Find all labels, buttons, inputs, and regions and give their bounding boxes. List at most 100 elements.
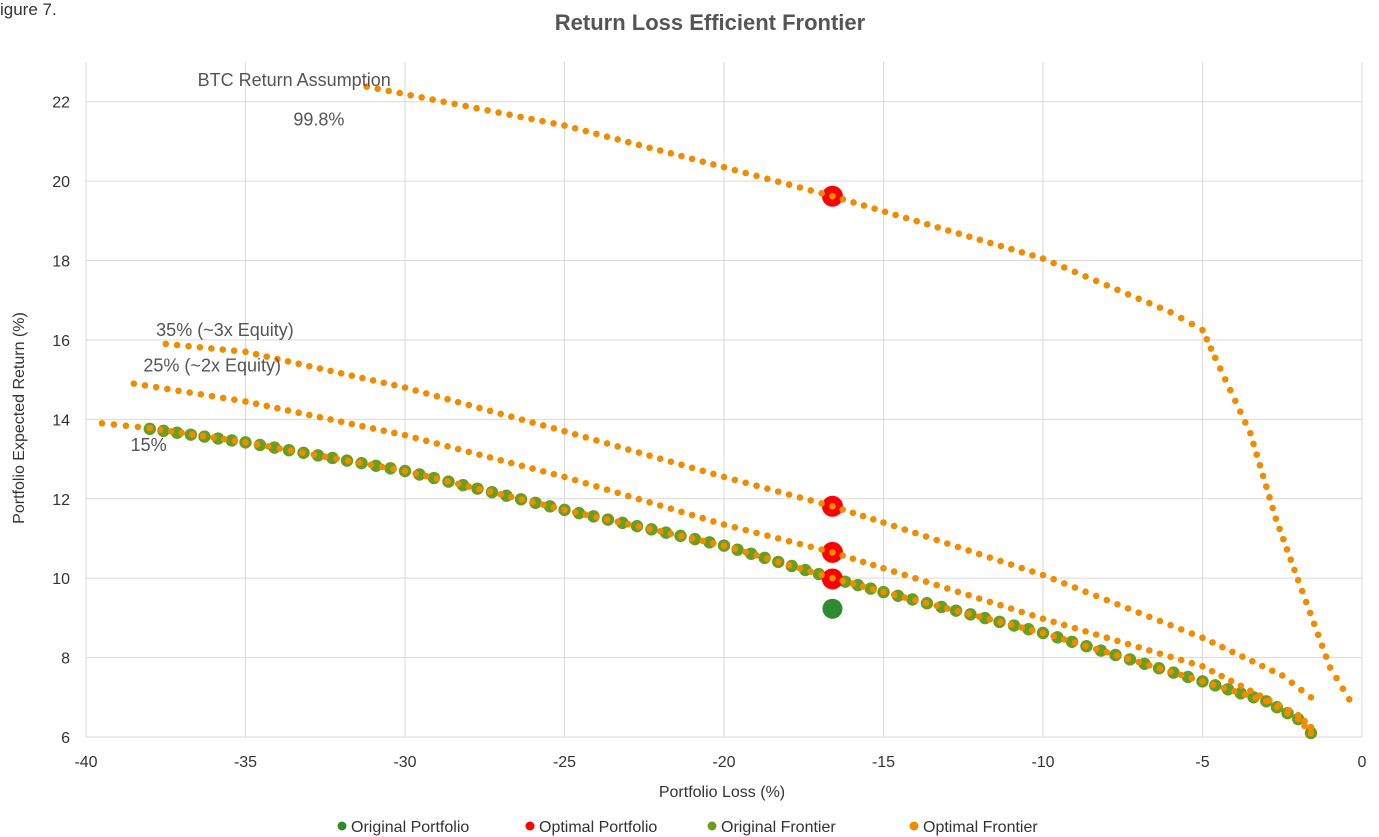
optimal-frontier-point [571, 476, 579, 484]
optimal-frontier-point [333, 455, 340, 463]
optimal-frontier-point [529, 465, 536, 472]
optimal-frontier-point [451, 100, 458, 108]
optimal-frontier-point [1050, 618, 1057, 626]
optimal-frontier-point [1060, 264, 1068, 271]
legend-item[interactable]: Optimal Frontier [909, 819, 1039, 836]
optimal-frontier-point [699, 158, 707, 165]
optimal-frontier-point [625, 492, 632, 500]
optimal-frontier-point [1220, 684, 1228, 692]
optimal-frontier-point [839, 506, 846, 513]
optimal-frontier-point [614, 518, 621, 526]
optimal-frontier-point [1039, 255, 1047, 262]
optimal-frontier-point [1294, 715, 1302, 723]
x-axis-title: Portfolio Loss (%) [659, 784, 785, 801]
legend-item[interactable]: Original Portfolio [337, 819, 470, 836]
optimal-frontier-point [933, 536, 940, 544]
optimal-frontier-point [582, 479, 590, 487]
x-tick-label: -25 [553, 754, 576, 771]
optimal-frontier-point [880, 588, 887, 596]
chart-gridlines [85, 62, 1363, 738]
optimal-frontier-point [264, 443, 272, 450]
optimal-frontier-point [316, 413, 324, 421]
optimal-frontier-point [731, 476, 739, 484]
optimal-frontier-point [367, 461, 375, 469]
optimal-frontier-point [433, 475, 441, 483]
optimal-frontier-point [1237, 408, 1244, 415]
optimal-frontier-point [1229, 648, 1236, 656]
x-tick-label: -20 [712, 754, 735, 771]
optimal-frontier-point [1269, 504, 1276, 512]
optimal-frontier-point [1266, 493, 1273, 501]
optimal-frontier-point [1071, 268, 1079, 276]
optimal-frontier-point [429, 96, 436, 103]
chart-annotation: 35% (~3x Equity) [156, 320, 294, 340]
optimal-frontier-point [1103, 634, 1111, 642]
y-tick-label: 8 [61, 651, 70, 668]
optimal-frontier-point [98, 420, 106, 427]
optimal-frontier-point [508, 493, 515, 501]
optimal-frontier-point [1284, 709, 1291, 717]
legend-item[interactable]: Optimal Portfolio [525, 819, 658, 836]
optimal-frontier-point [1103, 649, 1111, 656]
optimal-frontier-point [614, 489, 621, 497]
optimal-frontier-point [731, 524, 739, 531]
optimal-frontier-point [753, 482, 760, 490]
optimal-frontier-point [122, 422, 130, 430]
optimal-frontier-point [614, 443, 621, 450]
optimal-frontier-point [1071, 639, 1079, 646]
optimal-frontier-point [396, 89, 403, 97]
optimal-frontier-point [1221, 376, 1229, 383]
optimal-frontier-point [1239, 653, 1246, 660]
optimal-frontier-point [550, 120, 557, 127]
optimal-frontier-point [263, 402, 271, 410]
optimal-frontier-point [839, 196, 847, 203]
optimal-frontier-point [850, 199, 857, 206]
optimal-frontier-point [476, 485, 483, 493]
optimal-frontier-point [688, 155, 696, 163]
optimal-frontier-point [1298, 587, 1306, 595]
optimal-frontier-point [955, 230, 963, 237]
optimal-frontier-point [380, 379, 388, 387]
legend-marker [525, 821, 535, 831]
optimal-frontier-point [923, 220, 931, 228]
optimal-frontier-point [997, 242, 1005, 250]
optimal-frontier-point [1218, 672, 1225, 680]
optimal-frontier-point [484, 107, 491, 114]
optimal-frontier-point [1333, 674, 1340, 682]
optimal-frontier-point [444, 395, 451, 403]
optimal-frontier-point [1241, 691, 1249, 698]
x-tick-label: -15 [872, 754, 895, 771]
optimal-frontier-point [274, 404, 281, 412]
optimal-frontier-point [185, 342, 192, 350]
optimal-frontier-point [274, 355, 281, 363]
optimal-frontier-point [497, 491, 505, 498]
optimal-frontier-point [1307, 723, 1315, 731]
optimal-frontier-point [310, 451, 318, 458]
y-tick-label: 22 [52, 95, 70, 112]
legend-marker [707, 821, 717, 831]
optimal-frontier-point [1345, 695, 1353, 703]
optimal-frontier-point [753, 172, 760, 180]
optimal-frontier-point [944, 605, 951, 612]
optimal-frontier-point [1280, 535, 1287, 543]
optimal-frontier-point [164, 385, 171, 393]
optimal-frontier-point [880, 519, 887, 526]
optimal-frontier-point [242, 398, 249, 405]
optimal-frontier-point [175, 387, 182, 395]
optimal-frontier-point [646, 525, 653, 533]
optimal-frontier-point [210, 434, 217, 441]
optimal-frontier-point [189, 431, 196, 438]
optimal-frontier-point [1177, 314, 1185, 322]
legend[interactable]: Original Portfolio Optimal Portfolio Origi… [337, 819, 1039, 836]
optimal-frontier-point [753, 552, 760, 559]
optimal-frontier-point [1188, 320, 1196, 328]
optimal-frontier-point [603, 486, 611, 493]
optimal-frontier-point [1082, 642, 1089, 650]
optimal-frontier-point [966, 233, 973, 241]
legend-item[interactable]: Original Frontier [707, 819, 837, 836]
optimal-frontier-point [635, 523, 643, 530]
optimal-frontier-point [603, 133, 611, 140]
legend-label: Original Frontier [721, 819, 836, 836]
optimal-frontier-point [1177, 671, 1185, 679]
